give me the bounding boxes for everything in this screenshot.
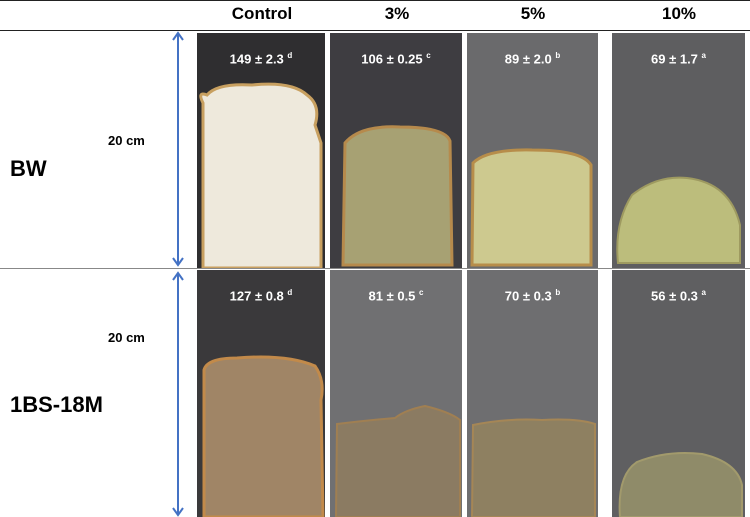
bread-photo-1bs18m-3pct: 81 ± 0.5 c bbox=[330, 270, 462, 517]
scale-arrows bbox=[172, 31, 184, 517]
header-rule bbox=[0, 30, 750, 31]
volume-value: 127 ± 0.8 d bbox=[229, 288, 293, 304]
bread-photo-bw-5pct: 89 ± 2.0 b bbox=[467, 33, 598, 268]
header-10pct: 10% bbox=[661, 4, 697, 23]
volume-value: 149 ± 2.3 d bbox=[229, 51, 293, 67]
bread-photo-bw-10pct: 69 ± 1.7 a bbox=[612, 33, 745, 268]
header-3pct: 3% bbox=[384, 4, 410, 23]
scale-label: 20 cm bbox=[108, 133, 145, 148]
header-control: Control bbox=[231, 4, 293, 23]
volume-value: 81 ± 0.5 c bbox=[368, 288, 424, 304]
volume-value: 56 ± 0.3 a bbox=[651, 288, 706, 304]
bread-photo-1bs18m-10pct: 56 ± 0.3 a bbox=[612, 270, 745, 517]
volume-value: 89 ± 2.0 b bbox=[504, 51, 561, 67]
header-5pct: 5% bbox=[520, 4, 546, 23]
bread-photo-1bs18m-control: 127 ± 0.8 d bbox=[197, 270, 325, 517]
row-label-bw: BW bbox=[10, 156, 47, 181]
row-label-1bs18m: 1BS-18M bbox=[10, 392, 103, 417]
bread-photo-bw-control: 149 ± 2.3 d bbox=[197, 33, 325, 268]
volume-value: 69 ± 1.7 a bbox=[651, 51, 706, 67]
volume-value: 106 ± 0.25 c bbox=[361, 51, 431, 67]
row-divider bbox=[0, 268, 750, 269]
scale-label: 20 cm bbox=[108, 330, 145, 345]
volume-value: 70 ± 0.3 b bbox=[504, 288, 561, 304]
bread-photo-bw-3pct: 106 ± 0.25 c bbox=[330, 33, 462, 268]
top-rule bbox=[0, 0, 750, 1]
bread-photo-1bs18m-5pct: 70 ± 0.3 b bbox=[467, 270, 598, 517]
